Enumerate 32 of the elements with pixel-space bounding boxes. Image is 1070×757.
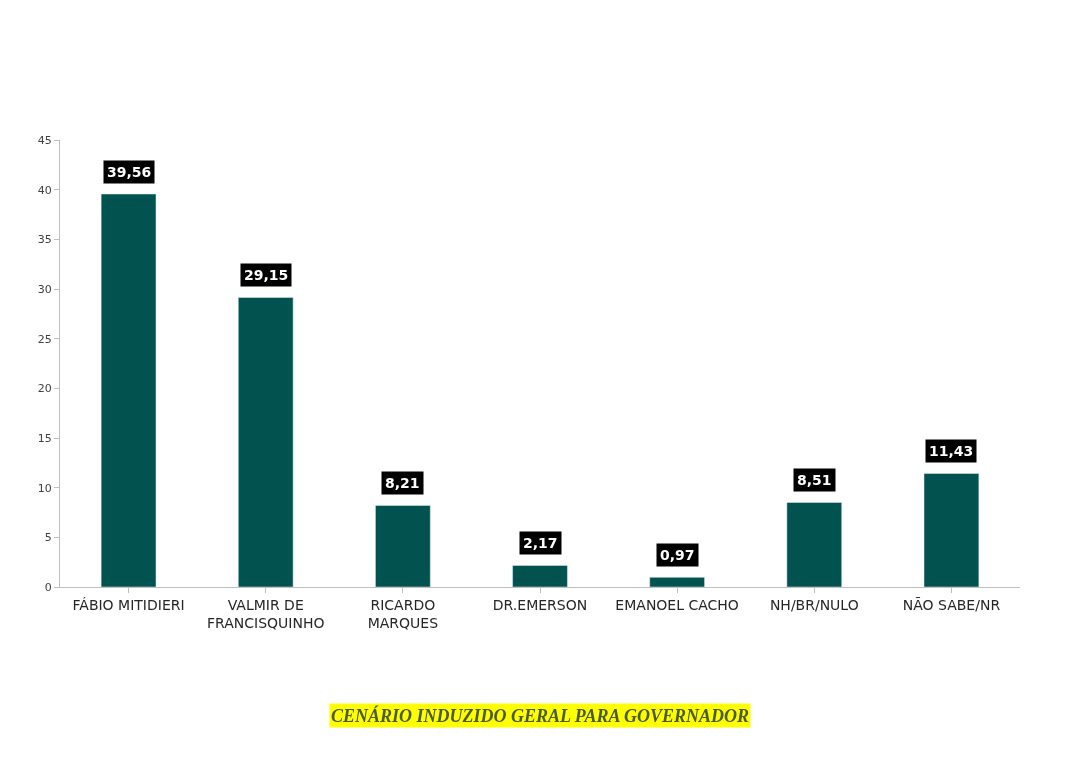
y-tick-label: 25	[37, 332, 52, 346]
y-tick-label: 45	[37, 133, 52, 147]
data-label: 0,97	[660, 547, 695, 563]
bar	[512, 565, 568, 587]
x-tick-label: NÃO SABE/NR	[902, 596, 1001, 613]
x-tick-label: EMANOEL CACHO	[615, 596, 739, 613]
bar	[923, 473, 980, 587]
data-label: 29,15	[244, 267, 289, 283]
data-label: 11,43	[929, 443, 974, 459]
y-tick-label: 15	[37, 431, 52, 445]
text: CENÁRIO INDUZIDO GERAL PARA GOVERNADOR	[331, 705, 750, 726]
y-tick-label: 40	[37, 183, 52, 197]
bar	[375, 505, 431, 587]
x-tick-label: NH/BR/NULO	[769, 596, 859, 613]
bar	[238, 297, 294, 587]
data-label: 2,17	[523, 535, 558, 551]
y-tick-label: 0	[44, 580, 52, 594]
bar	[786, 502, 842, 587]
y-tick-label: 30	[37, 282, 52, 296]
x-tick-label: RICARDO MARQUES	[367, 596, 439, 631]
bar	[100, 193, 157, 587]
x-tick-label: VALMIR DE FRANCISQUINHO	[206, 596, 325, 631]
x-tick-label: DR.EMERSON	[492, 596, 588, 613]
x-tick-label: FÁBIO MITIDIERI	[72, 596, 185, 613]
y-tick-label: 10	[37, 481, 52, 495]
y-tick-label: 20	[37, 382, 52, 396]
y-tick-label: 5	[44, 531, 52, 545]
y-tick-label: 35	[37, 233, 52, 247]
data-label: 8,21	[385, 475, 420, 491]
bar	[649, 577, 705, 587]
data-label: 39,56	[107, 164, 152, 180]
data-label: 8,51	[797, 472, 832, 488]
